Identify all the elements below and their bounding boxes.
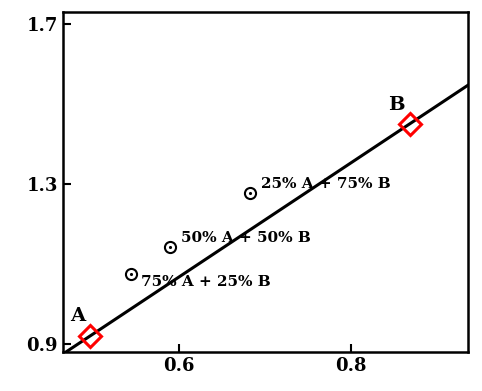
Text: 25% A + 75% B: 25% A + 75% B xyxy=(261,177,390,191)
Text: B: B xyxy=(388,96,405,114)
Text: A: A xyxy=(70,307,85,325)
Text: 75% A + 25% B: 75% A + 25% B xyxy=(141,274,271,289)
Text: 50% A + 50% B: 50% A + 50% B xyxy=(181,231,310,245)
